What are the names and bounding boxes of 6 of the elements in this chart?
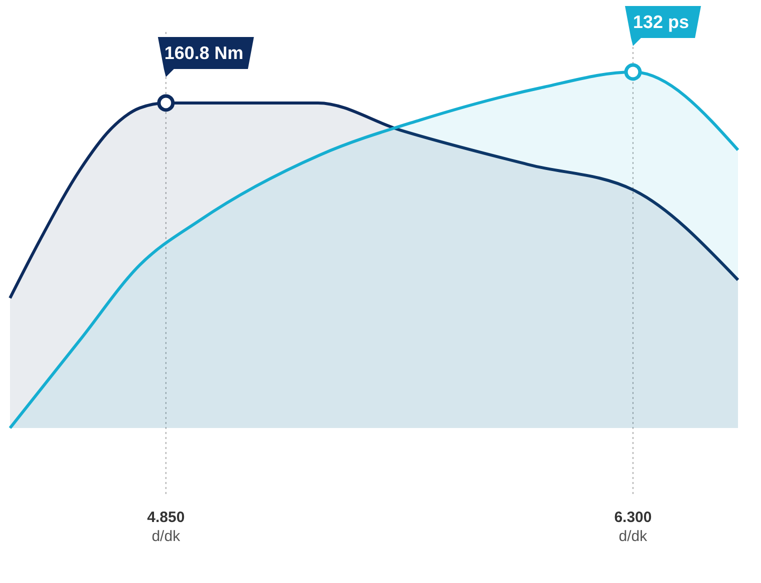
x-tick-label: 4.850 [147,509,185,526]
text: d/dk [618,528,648,545]
x-axis-title: d/dk [152,528,181,545]
annotation: 132 ps [632,12,690,32]
x-tick-label: 6.300 [614,509,652,526]
annotation: 160.8 Nm [164,42,244,63]
